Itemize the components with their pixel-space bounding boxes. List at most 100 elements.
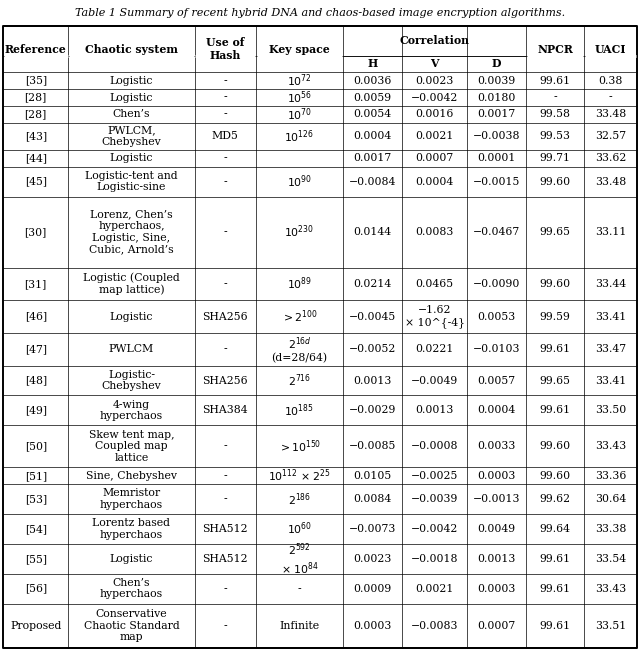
Text: Chen’s: Chen’s xyxy=(113,109,150,119)
Text: $10^{60}$: $10^{60}$ xyxy=(287,521,312,537)
Text: Logistic-
Chebyshev: Logistic- Chebyshev xyxy=(102,370,161,391)
Text: [28]: [28] xyxy=(24,109,47,119)
Text: 33.44: 33.44 xyxy=(595,279,626,289)
Text: 99.58: 99.58 xyxy=(540,109,571,119)
Text: $10^{89}$: $10^{89}$ xyxy=(287,275,312,292)
Text: Lorentz based
hyperchaos: Lorentz based hyperchaos xyxy=(92,518,170,540)
Text: [51]: [51] xyxy=(25,471,47,481)
Text: [28]: [28] xyxy=(24,92,47,102)
Text: PWLCM: PWLCM xyxy=(109,344,154,354)
Text: 99.59: 99.59 xyxy=(540,312,571,322)
Text: Logistic: Logistic xyxy=(109,76,153,86)
Text: $10^{126}$: $10^{126}$ xyxy=(284,128,314,145)
Text: 0.0465: 0.0465 xyxy=(415,279,454,289)
Text: 33.43: 33.43 xyxy=(595,584,626,594)
Text: 33.41: 33.41 xyxy=(595,312,626,322)
Text: 33.48: 33.48 xyxy=(595,176,626,187)
Text: −0.0083: −0.0083 xyxy=(411,620,458,631)
Text: Logistic: Logistic xyxy=(109,554,153,564)
Text: 0.0007: 0.0007 xyxy=(477,620,516,631)
Text: [47]: [47] xyxy=(25,344,47,354)
Text: -: - xyxy=(223,227,227,237)
Text: 33.51: 33.51 xyxy=(595,620,626,631)
Text: SHA256: SHA256 xyxy=(202,376,248,385)
Text: Logistic (Coupled
map lattice): Logistic (Coupled map lattice) xyxy=(83,273,180,296)
Text: 0.0083: 0.0083 xyxy=(415,227,454,237)
Text: [48]: [48] xyxy=(25,376,47,385)
Text: 30.64: 30.64 xyxy=(595,494,626,505)
Text: 0.0057: 0.0057 xyxy=(477,376,516,385)
Text: −0.0038: −0.0038 xyxy=(473,132,520,141)
Text: 0.0084: 0.0084 xyxy=(353,494,392,505)
Text: 0.0023: 0.0023 xyxy=(353,554,392,564)
Text: SHA256: SHA256 xyxy=(202,312,248,322)
Text: −0.0090: −0.0090 xyxy=(473,279,520,289)
Text: Logistic: Logistic xyxy=(109,153,153,163)
Text: $2^{186}$: $2^{186}$ xyxy=(288,491,311,508)
Text: $>10^{150}$: $>10^{150}$ xyxy=(278,438,321,454)
Text: Skew tent map,
Coupled map
lattice: Skew tent map, Coupled map lattice xyxy=(88,430,174,463)
Text: −0.0039: −0.0039 xyxy=(411,494,458,505)
Text: 0.0017: 0.0017 xyxy=(477,109,516,119)
Text: −1.62
× 10^{-4}: −1.62 × 10^{-4} xyxy=(404,305,465,328)
Text: [56]: [56] xyxy=(25,584,47,594)
Text: $10^{185}$: $10^{185}$ xyxy=(285,402,314,419)
Text: Table 1 Summary of recent hybrid DNA and chaos-based image encryption algorithms: Table 1 Summary of recent hybrid DNA and… xyxy=(75,8,565,18)
Text: -: - xyxy=(223,109,227,119)
Text: Correlation: Correlation xyxy=(399,35,470,46)
Text: 99.61: 99.61 xyxy=(540,406,571,415)
Text: Logistic: Logistic xyxy=(109,92,153,102)
Text: $2^{716}$: $2^{716}$ xyxy=(288,372,311,389)
Text: Lorenz, Chen’s
hyperchaos,
Logistic, Sine,
Cubic, Arnold’s: Lorenz, Chen’s hyperchaos, Logistic, Sin… xyxy=(89,210,173,255)
Text: PWLCM,
Chebyshev: PWLCM, Chebyshev xyxy=(102,126,161,147)
Text: NPCR: NPCR xyxy=(537,44,573,55)
Text: 0.0059: 0.0059 xyxy=(353,92,392,102)
Text: 0.0214: 0.0214 xyxy=(353,279,392,289)
Text: [46]: [46] xyxy=(25,312,47,322)
Text: 33.48: 33.48 xyxy=(595,109,626,119)
Text: $10^{72}$: $10^{72}$ xyxy=(287,72,312,89)
Text: 99.60: 99.60 xyxy=(540,441,571,451)
Text: -: - xyxy=(223,494,227,505)
Text: 0.38: 0.38 xyxy=(598,76,623,86)
Text: $10^{90}$: $10^{90}$ xyxy=(287,173,312,190)
Text: 0.0013: 0.0013 xyxy=(353,376,392,385)
Text: -: - xyxy=(223,76,227,86)
Text: 33.11: 33.11 xyxy=(595,227,626,237)
Text: −0.0025: −0.0025 xyxy=(411,471,458,481)
Text: 33.50: 33.50 xyxy=(595,406,626,415)
Text: -: - xyxy=(223,92,227,102)
Text: Chaotic system: Chaotic system xyxy=(85,44,178,55)
Text: [49]: [49] xyxy=(25,406,47,415)
Text: 0.0033: 0.0033 xyxy=(477,441,516,451)
Text: 0.0009: 0.0009 xyxy=(353,584,392,594)
Text: 99.60: 99.60 xyxy=(540,471,571,481)
Text: 0.0021: 0.0021 xyxy=(415,132,454,141)
Text: -: - xyxy=(223,471,227,481)
Text: Key space: Key space xyxy=(269,44,330,55)
Text: 99.60: 99.60 xyxy=(540,176,571,187)
Text: −0.0052: −0.0052 xyxy=(349,344,396,354)
Text: -: - xyxy=(554,92,557,102)
Text: -: - xyxy=(223,153,227,163)
Text: 0.0004: 0.0004 xyxy=(415,176,454,187)
Text: [45]: [45] xyxy=(25,176,47,187)
Text: $2^{592}$
$\times$ $10^{84}$: $2^{592}$ $\times$ $10^{84}$ xyxy=(280,541,318,577)
Text: 99.61: 99.61 xyxy=(540,554,571,564)
Text: 0.0003: 0.0003 xyxy=(477,471,516,481)
Text: 0.0004: 0.0004 xyxy=(477,406,516,415)
Text: Infinite: Infinite xyxy=(279,620,319,631)
Text: 99.61: 99.61 xyxy=(540,620,571,631)
Text: 99.61: 99.61 xyxy=(540,584,571,594)
Text: −0.0015: −0.0015 xyxy=(473,176,520,187)
Text: [54]: [54] xyxy=(25,524,47,534)
Text: 0.0007: 0.0007 xyxy=(415,153,454,163)
Text: SHA512: SHA512 xyxy=(202,524,248,534)
Text: −0.0073: −0.0073 xyxy=(349,524,396,534)
Text: $10^{112}$ $\times$ $2^{25}$: $10^{112}$ $\times$ $2^{25}$ xyxy=(268,467,331,484)
Text: Use of
Hash: Use of Hash xyxy=(206,37,244,61)
Text: 0.0221: 0.0221 xyxy=(415,344,454,354)
Text: 33.54: 33.54 xyxy=(595,554,626,564)
Text: 0.0021: 0.0021 xyxy=(415,584,454,594)
Text: −0.0467: −0.0467 xyxy=(473,227,520,237)
